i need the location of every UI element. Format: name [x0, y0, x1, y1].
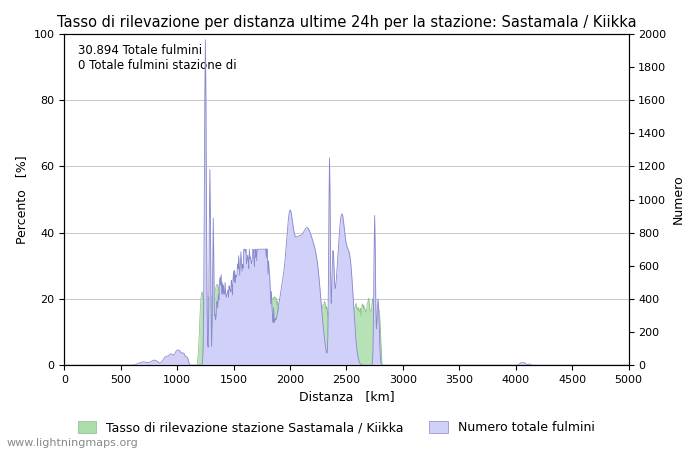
Y-axis label: Numero: Numero — [672, 175, 685, 225]
Title: Tasso di rilevazione per distanza ultime 24h per la stazione: Sastamala / Kiikka: Tasso di rilevazione per distanza ultime… — [57, 15, 636, 30]
Y-axis label: Percento   [%]: Percento [%] — [15, 155, 28, 244]
Text: www.lightningmaps.org: www.lightningmaps.org — [7, 438, 139, 448]
Text: 30.894 Totale fulmini
0 Totale fulmini stazione di: 30.894 Totale fulmini 0 Totale fulmini s… — [78, 44, 237, 72]
Legend: Tasso di rilevazione stazione Sastamala / Kiikka, Numero totale fulmini: Tasso di rilevazione stazione Sastamala … — [73, 416, 599, 439]
X-axis label: Distanza   [km]: Distanza [km] — [299, 391, 394, 404]
